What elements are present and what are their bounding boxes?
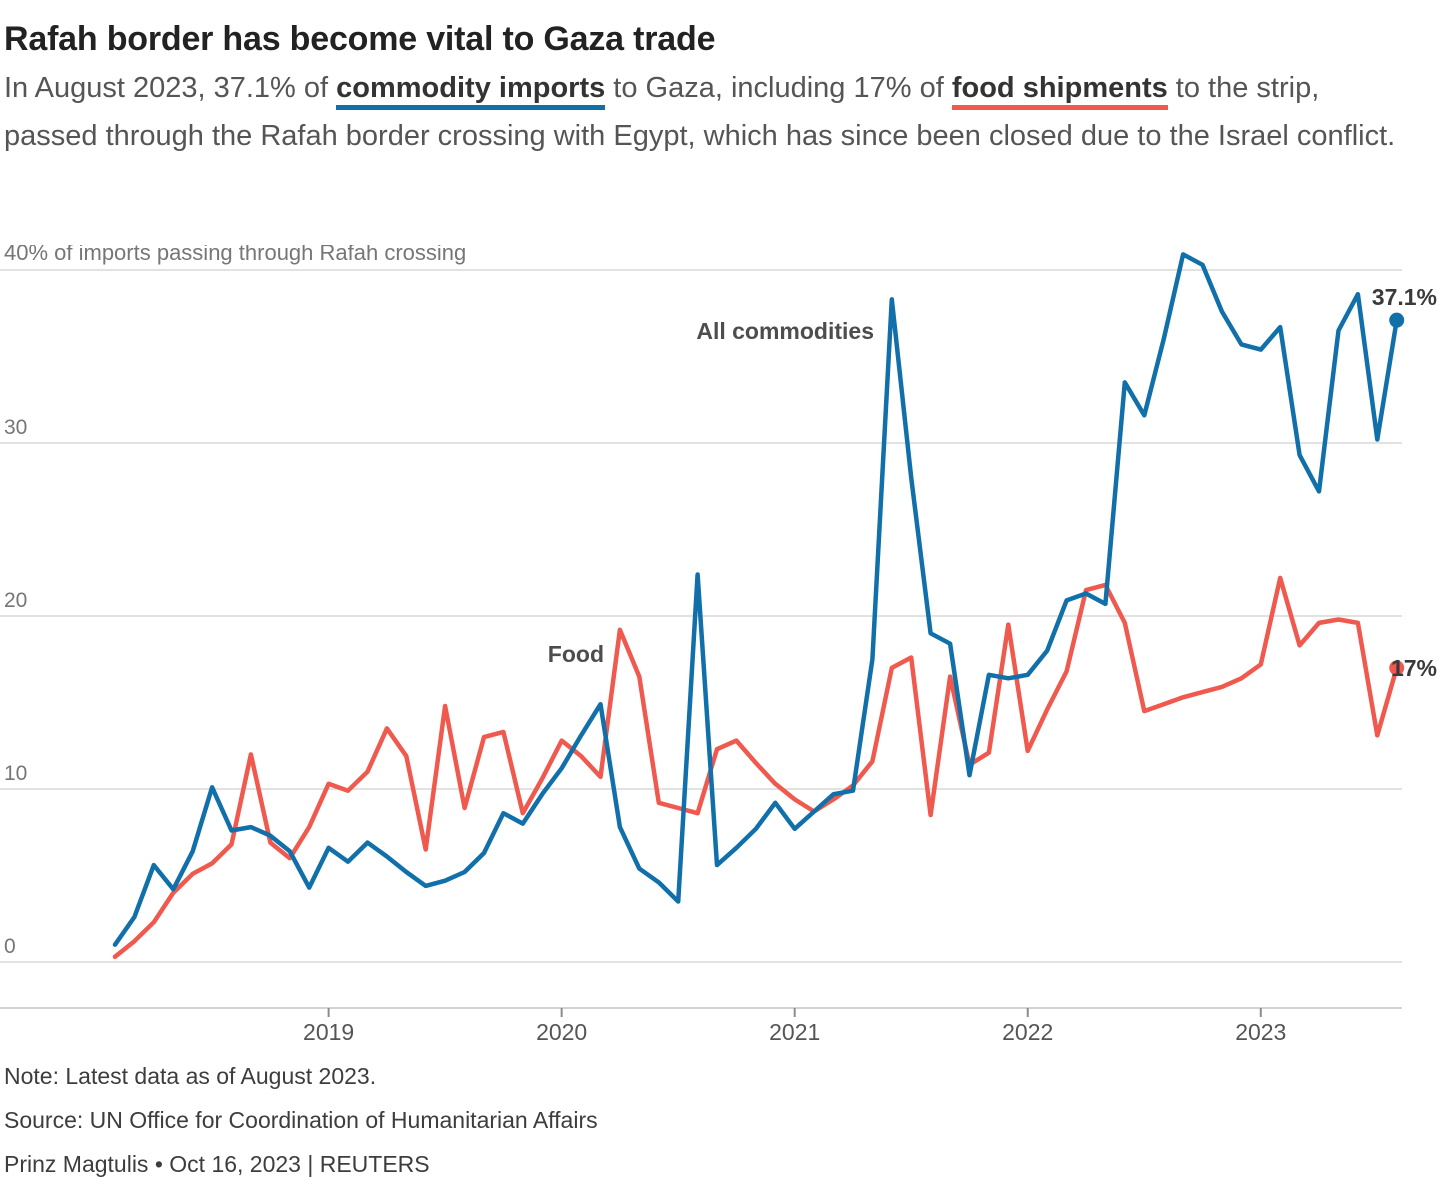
y-tick-label-20: 20 <box>4 589 27 612</box>
end-value-label-food: 17% <box>1391 655 1437 681</box>
series-line-food <box>112 575 1399 960</box>
chart-footer: Note: Latest data as of August 2023. Sou… <box>4 1054 598 1186</box>
y-tick-label-10: 10 <box>4 762 27 785</box>
x-tick-label-2021: 2021 <box>769 1019 820 1045</box>
end-dot-all-commodities <box>1389 312 1405 328</box>
line-chart: 0 10 20 30 40% of imports passing through Ra… <box>0 245 1440 1045</box>
subtitle-text-3: to the strip, passed through the Rafah b… <box>4 72 1396 152</box>
chart-description: In August 2023, 37.1% of commodity impor… <box>4 64 1406 160</box>
x-tick-label-2020: 2020 <box>536 1019 587 1045</box>
subtitle-text-2: to Gaza, including 17% of <box>605 72 952 104</box>
series-label-all-commodities: All commodities <box>696 318 874 344</box>
commodity-imports-highlight: commodity imports <box>336 72 606 110</box>
chart-source: Source: UN Office for Coordination of Hu… <box>4 1107 598 1133</box>
x-tick-label-2023: 2023 <box>1235 1019 1286 1045</box>
series-line-all-commodities <box>112 252 1399 947</box>
x-tick-label-2019: 2019 <box>303 1019 354 1045</box>
y-tick-label-0: 0 <box>4 935 16 958</box>
subtitle-text-1: In August 2023, 37.1% of <box>4 72 337 104</box>
y-axis-top-label: 40% of imports passing through Rafah cro… <box>4 245 466 265</box>
food-shipments-highlight: food shipments <box>951 72 1168 110</box>
chart-svg: 0 10 20 30 40% of imports passing through Ra… <box>0 245 1437 1045</box>
page-title: Rafah border has become vital to Gaza tr… <box>4 20 716 58</box>
end-value-label-all-commodities: 37.1% <box>1372 284 1437 310</box>
chart-byline: Prinz Magtulis • Oct 16, 2023 | REUTERS <box>4 1151 430 1177</box>
y-tick-label-30: 30 <box>4 416 27 439</box>
end-dot-food <box>1389 660 1405 676</box>
chart-note: Note: Latest data as of August 2023. <box>4 1063 377 1089</box>
x-tick-label-2022: 2022 <box>1002 1019 1053 1045</box>
series-label-food: Food <box>548 641 604 667</box>
